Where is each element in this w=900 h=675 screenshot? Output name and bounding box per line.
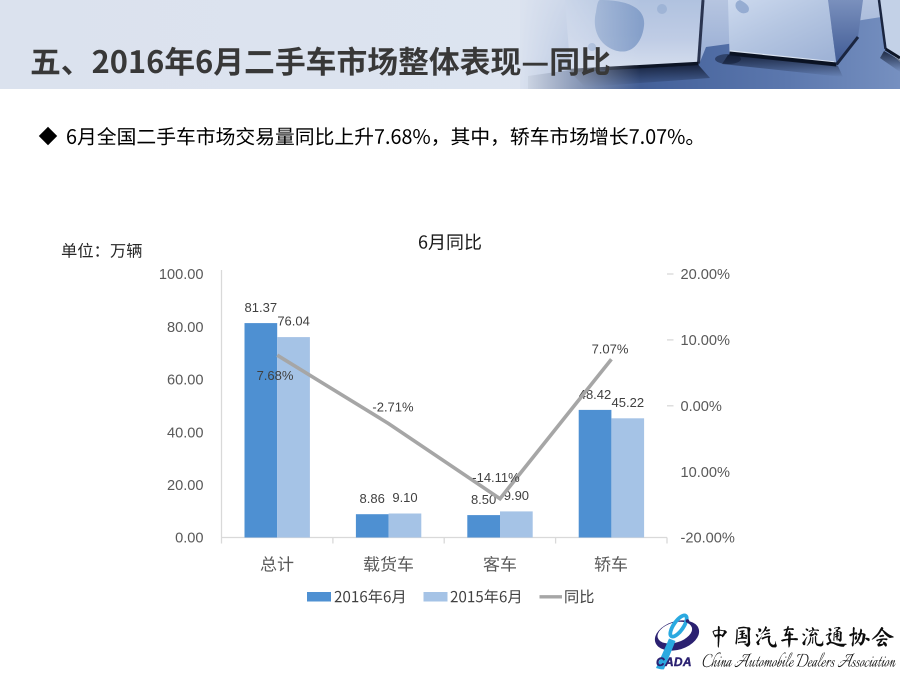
svg-text:10.00%: 10.00%: [681, 333, 731, 349]
svg-text:CADA: CADA: [656, 655, 692, 669]
svg-text:-14.11%: -14.11%: [472, 470, 520, 485]
svg-text:8.50: 8.50: [471, 492, 496, 507]
svg-text:100.00: 100.00: [159, 267, 204, 283]
svg-text:20.00: 20.00: [167, 478, 204, 494]
svg-text:8.86: 8.86: [360, 491, 385, 506]
svg-text:81.37: 81.37: [245, 300, 278, 315]
svg-text:76.04: 76.04: [277, 314, 310, 329]
svg-text:9.10: 9.10: [392, 490, 417, 505]
svg-text:40.00: 40.00: [167, 425, 204, 441]
svg-text:60.00: 60.00: [167, 373, 204, 389]
svg-text:45.22: 45.22: [612, 395, 645, 410]
svg-text:-2.71%: -2.71%: [372, 400, 414, 415]
svg-text:9.90: 9.90: [504, 488, 529, 503]
svg-text:0.00: 0.00: [175, 531, 203, 547]
svg-text:7.68%: 7.68%: [257, 368, 294, 383]
svg-text:7.07%: 7.07%: [592, 342, 629, 357]
svg-text:-20.00%: -20.00%: [681, 531, 735, 547]
svg-text:20.00%: 20.00%: [681, 267, 731, 283]
svg-text:80.00: 80.00: [167, 320, 204, 336]
svg-text:0.00%: 0.00%: [681, 399, 722, 415]
svg-text:10.00%: 10.00%: [681, 465, 731, 481]
